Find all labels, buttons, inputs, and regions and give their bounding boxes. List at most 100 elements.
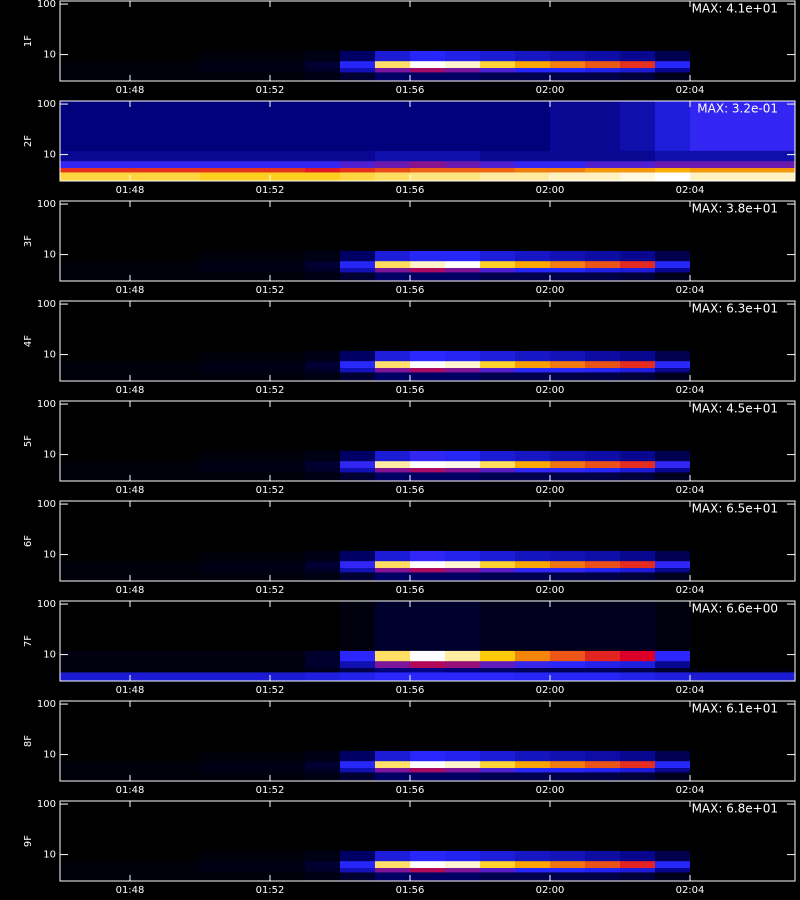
heat-cell: [305, 72, 341, 82]
heat-cell: [200, 801, 306, 851]
heat-cell: [375, 250, 411, 262]
heat-cell: [585, 367, 621, 373]
heat-cell: [585, 701, 621, 751]
heat-cell: [480, 667, 516, 673]
heat-cell: [655, 672, 691, 682]
heat-cell: [480, 150, 516, 162]
heat-cell: [585, 872, 621, 882]
x-tick-label: 02:00: [536, 85, 565, 96]
heat-cell: [305, 460, 341, 469]
heat-cell: [445, 450, 481, 462]
heat-cell: [690, 872, 796, 882]
plot-frame: [59, 100, 796, 182]
heat-cell: [60, 660, 201, 669]
heat-cell: [200, 660, 306, 669]
heat-cell: [410, 760, 446, 769]
heat-cell: [620, 450, 656, 462]
heat-cell: [375, 401, 411, 451]
heat-cell: [690, 750, 796, 762]
heat-cell: [655, 401, 691, 451]
heat-cell: [585, 272, 621, 282]
heat-cell: [445, 1, 481, 51]
heat-cell: [375, 867, 411, 873]
heat-cell: [305, 160, 341, 169]
max-annotation: MAX: 3.2e-01: [697, 102, 778, 116]
heat-cell: [655, 650, 691, 662]
heat-cell: [585, 767, 621, 773]
heat-cell: [550, 650, 586, 662]
heat-cell: [480, 101, 516, 151]
heat-cell: [200, 501, 306, 551]
heat-cell: [445, 460, 481, 469]
heat-cell: [375, 567, 411, 573]
heat-cell: [480, 850, 516, 862]
heat-cell: [375, 760, 411, 769]
heat-cell: [480, 172, 516, 182]
heat-cell: [340, 560, 376, 569]
heat-cell: [445, 150, 481, 162]
heat-cell: [515, 201, 551, 251]
x-tick-label: 01:48: [116, 785, 145, 796]
heat-cell: [550, 301, 586, 351]
heat-cell: [550, 567, 586, 573]
heat-cell: [690, 772, 796, 782]
heat-cell: [60, 460, 201, 469]
heat-cell: [550, 550, 586, 562]
heat-cell: [655, 167, 691, 173]
y-tick-label: 10: [43, 250, 56, 261]
heat-cell: [620, 567, 656, 573]
heat-cell: [550, 572, 586, 582]
heat-cell: [620, 367, 656, 373]
heat-cell: [340, 572, 376, 582]
heat-cell: [410, 860, 446, 869]
y-tick-label: 10: [43, 750, 56, 761]
heat-cell: [410, 850, 446, 862]
max-annotation: MAX: 6.1e+01: [692, 702, 778, 716]
heat-cell: [445, 272, 481, 282]
heat-cell: [200, 67, 306, 73]
heat-cell: [375, 860, 411, 869]
heat-cell: [620, 301, 656, 351]
heat-cell: [60, 360, 201, 369]
heat-cell: [305, 850, 341, 862]
heat-cell: [445, 701, 481, 751]
max-annotation: MAX: 6.6e+00: [692, 602, 778, 616]
heat-cell: [305, 760, 341, 769]
heat-cell: [445, 850, 481, 862]
heat-cell: [410, 67, 446, 73]
heat-cell: [480, 372, 516, 382]
heat-cell: [340, 867, 376, 873]
heat-cell: [340, 672, 376, 682]
heat-cell: [410, 601, 446, 651]
heat-cell: [550, 467, 586, 473]
heat-cell: [305, 501, 341, 551]
heat-cell: [655, 50, 691, 62]
heat-cell: [60, 667, 201, 673]
heat-cell: [340, 72, 376, 82]
heat-cell: [690, 167, 796, 173]
heat-cell: [445, 601, 481, 651]
heat-cell: [200, 772, 306, 782]
heat-cell: [375, 672, 411, 682]
heat-cell: [690, 672, 796, 682]
heat-cell: [410, 401, 446, 451]
heat-cell: [305, 301, 341, 351]
heat-cell: [445, 750, 481, 762]
heat-cell: [410, 501, 446, 551]
heat-cell: [585, 867, 621, 873]
plot-frame: [59, 200, 796, 282]
heat-cell: [655, 767, 691, 773]
heat-cell: [410, 250, 446, 262]
heat-cell: [200, 367, 306, 373]
heat-cell: [410, 650, 446, 662]
heat-cell: [60, 367, 201, 373]
max-annotation: MAX: 6.5e+01: [692, 502, 778, 516]
heat-cell: [620, 372, 656, 382]
heat-cell: [340, 860, 376, 869]
x-tick-label: 02:00: [536, 385, 565, 396]
heat-cell: [515, 50, 551, 62]
heat-cell: [655, 472, 691, 482]
heat-cell: [375, 150, 411, 162]
heat-cell: [690, 801, 796, 851]
heat-cell: [585, 260, 621, 269]
